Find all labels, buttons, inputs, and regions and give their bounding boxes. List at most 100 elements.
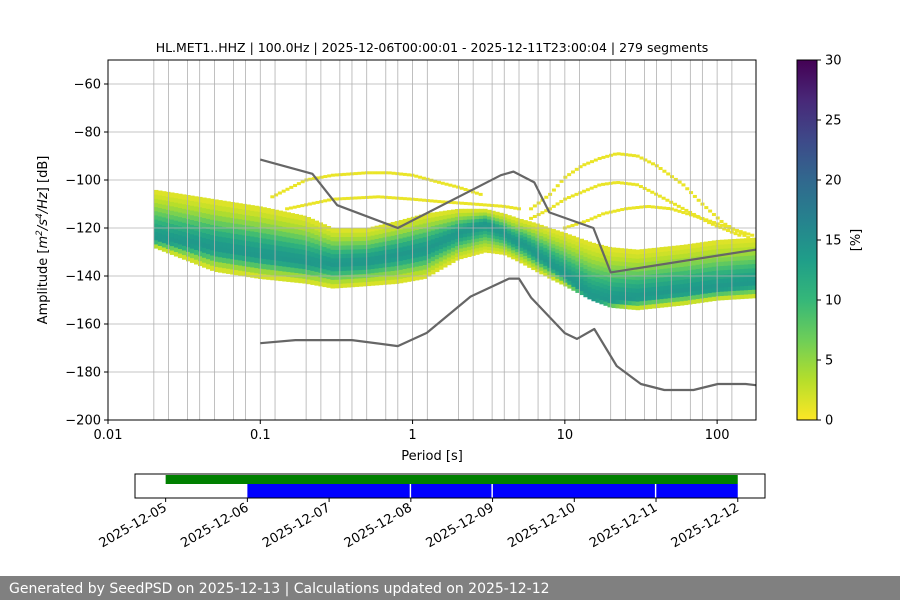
heatmap-scatter-cell — [597, 157, 602, 161]
heatmap-cell — [193, 230, 199, 236]
heatmap-cell — [631, 249, 637, 255]
heatmap-cell — [226, 257, 231, 264]
heatmap-cell — [306, 245, 311, 251]
heatmap-cell — [370, 280, 376, 286]
heatmap-cell — [362, 281, 368, 287]
heatmap-cell — [643, 257, 649, 263]
heatmap-cell — [246, 250, 251, 257]
heatmap-cell — [262, 227, 267, 234]
heatmap-cell — [567, 276, 572, 281]
heatmap-cell — [479, 208, 484, 213]
heatmap-cell — [527, 260, 532, 265]
heatmap-cell — [238, 218, 243, 225]
heatmap-cell — [639, 249, 645, 255]
heatmap-cell — [198, 226, 203, 232]
heatmap-scatter-cell — [574, 192, 579, 196]
heatmap-scatter-cell — [402, 172, 407, 176]
heatmap-cell — [619, 299, 625, 305]
heatmap-cell — [302, 215, 307, 222]
heatmap-cell — [703, 245, 709, 251]
heatmap-cell — [442, 230, 448, 236]
heatmap-cell — [418, 237, 424, 243]
heatmap-scatter-cell — [440, 200, 445, 204]
heatmap-cell — [683, 291, 689, 297]
heatmap-cell — [747, 272, 753, 278]
heatmap-cell — [671, 301, 677, 307]
heatmap-cell — [322, 237, 328, 243]
heatmap-cell — [643, 287, 649, 293]
heatmap-cell — [462, 212, 468, 217]
heatmap-cell — [531, 245, 536, 250]
heatmap-cell — [691, 247, 697, 253]
heatmap-cell — [627, 296, 633, 301]
heatmap-scatter-cell — [689, 191, 694, 195]
heatmap-cell — [683, 274, 689, 280]
heatmap-cell — [153, 198, 159, 203]
heatmap-cell — [298, 268, 303, 274]
heatmap-cell — [210, 239, 215, 246]
heatmap-cell — [751, 272, 756, 277]
heatmap-cell — [294, 213, 299, 220]
heatmap-cell — [727, 286, 733, 292]
heatmap-cell — [511, 231, 516, 236]
heatmap-cell — [487, 246, 492, 251]
heatmap-cell — [446, 214, 452, 219]
heatmap-cell — [739, 294, 745, 300]
heatmap-scatter-cell — [353, 172, 358, 176]
heatmap-cell — [462, 250, 468, 255]
heatmap-cell — [394, 234, 400, 240]
heatmap-scatter-cell — [639, 156, 644, 160]
heatmap-cell — [302, 263, 307, 270]
heatmap-cell — [462, 215, 468, 220]
heatmap-cell — [350, 240, 356, 246]
heatmap-cell — [334, 236, 340, 242]
heatmap-cell — [579, 270, 584, 276]
heatmap-scatter-cell — [285, 187, 290, 191]
heatmap-cell — [655, 298, 661, 304]
heatmap-cell — [474, 247, 480, 252]
heatmap-cell — [731, 281, 737, 287]
heatmap-cell — [434, 216, 440, 221]
heatmap-cell — [495, 214, 500, 219]
heatmap-cell — [438, 260, 444, 266]
heatmap-cell — [643, 274, 649, 280]
heatmap-scatter-cell — [601, 155, 606, 159]
heatmap-cell — [474, 225, 480, 229]
heatmap-cell — [491, 237, 496, 242]
heatmap-cell — [278, 275, 283, 282]
heatmap-cell — [579, 254, 584, 260]
heatmap-cell — [438, 256, 444, 262]
heatmap-cell — [739, 247, 745, 252]
heatmap-cell — [655, 294, 661, 300]
heatmap-cell — [438, 219, 444, 225]
heatmap-cell — [278, 220, 283, 227]
heatmap-cell — [310, 223, 316, 229]
heatmap-cell — [499, 248, 504, 252]
heatmap-cell — [202, 247, 207, 253]
heatmap-cell — [655, 256, 661, 261]
heatmap-cell — [583, 288, 588, 294]
heatmap-cell — [655, 247, 661, 253]
heatmap-cell — [446, 256, 452, 262]
heatmap-scatter-cell — [581, 220, 586, 224]
heatmap-cell — [450, 232, 456, 237]
heatmap-scatter-cell — [593, 185, 598, 189]
heatmap-cell — [198, 250, 203, 257]
heatmap-scatter-cell — [501, 204, 506, 208]
heatmap-cell — [270, 208, 275, 215]
heatmap-cell — [619, 303, 625, 309]
heatmap-cell — [310, 232, 316, 239]
heatmap-cell — [234, 207, 239, 214]
heatmap-cell — [270, 254, 275, 261]
heatmap-cell — [181, 231, 187, 237]
heatmap-cell — [282, 261, 287, 267]
heatmap-scatter-cell — [544, 209, 549, 213]
heatmap-cell — [735, 243, 741, 248]
heatmap-cell — [643, 248, 649, 254]
heatmap-cell — [374, 280, 380, 286]
heatmap-cell — [535, 251, 540, 256]
heatmap-cell — [591, 292, 597, 298]
heatmap-cell — [402, 227, 408, 234]
heatmap-cell — [310, 237, 316, 243]
heatmap-cell — [450, 247, 456, 252]
